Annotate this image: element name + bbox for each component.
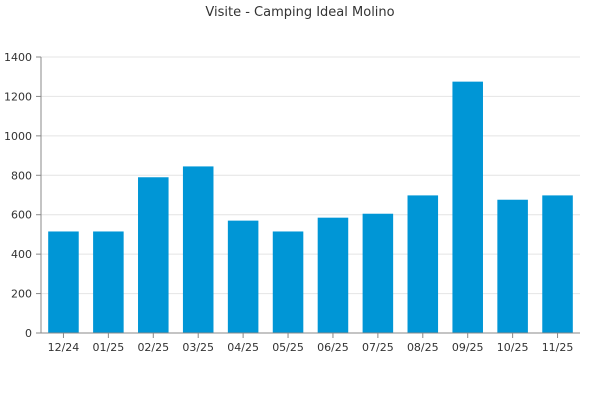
x-tick-label: 01/25	[93, 341, 125, 354]
y-tick-label: 1000	[4, 130, 32, 143]
bar-09-25	[452, 81, 483, 334]
bar-06-25	[317, 217, 349, 333]
x-tick-label: 07/25	[362, 341, 394, 354]
x-tick-label: 10/25	[497, 341, 529, 354]
bar-02-25	[138, 177, 169, 333]
x-tick-label: 08/25	[407, 341, 439, 354]
bar-12-24	[48, 231, 79, 333]
x-tick-label: 06/25	[317, 341, 349, 354]
bars	[48, 81, 573, 334]
x-tick-label: 11/25	[542, 341, 574, 354]
y-tick-label: 400	[11, 248, 32, 261]
x-tick-label: 12/24	[48, 341, 80, 354]
y-tick-label: 600	[11, 209, 32, 222]
x-tick-label: 05/25	[272, 341, 304, 354]
x-tick-label: 04/25	[227, 341, 259, 354]
x-axis-ticks: 12/24 01/25 02/25 03/25 04/25 05/25 06/25 07/25…	[48, 333, 574, 354]
axes	[40, 57, 580, 334]
bar-11-25	[542, 195, 573, 333]
y-axis-ticks: 0 200 400 600 800 1000 1200 1400	[4, 51, 41, 340]
y-tick-label: 1200	[4, 90, 32, 103]
x-tick-label: 03/25	[182, 341, 214, 354]
y-tick-label: 200	[11, 288, 32, 301]
y-tick-label: 0	[25, 327, 32, 340]
y-tick-label: 1400	[4, 51, 32, 64]
chart-title: Visite - Camping Ideal Molino	[205, 5, 394, 20]
bar-07-25	[362, 213, 394, 333]
x-tick-label: 09/25	[452, 341, 484, 354]
bar-04-25	[227, 220, 259, 333]
bar-01-25	[93, 231, 124, 333]
bar-03-25	[182, 166, 214, 333]
bar-05-25	[272, 231, 304, 333]
bar-10-25	[497, 199, 528, 333]
bar-08-25	[407, 195, 439, 333]
y-tick-label: 800	[11, 169, 32, 182]
gridlines	[41, 56, 580, 295]
x-tick-label: 02/25	[137, 341, 169, 354]
